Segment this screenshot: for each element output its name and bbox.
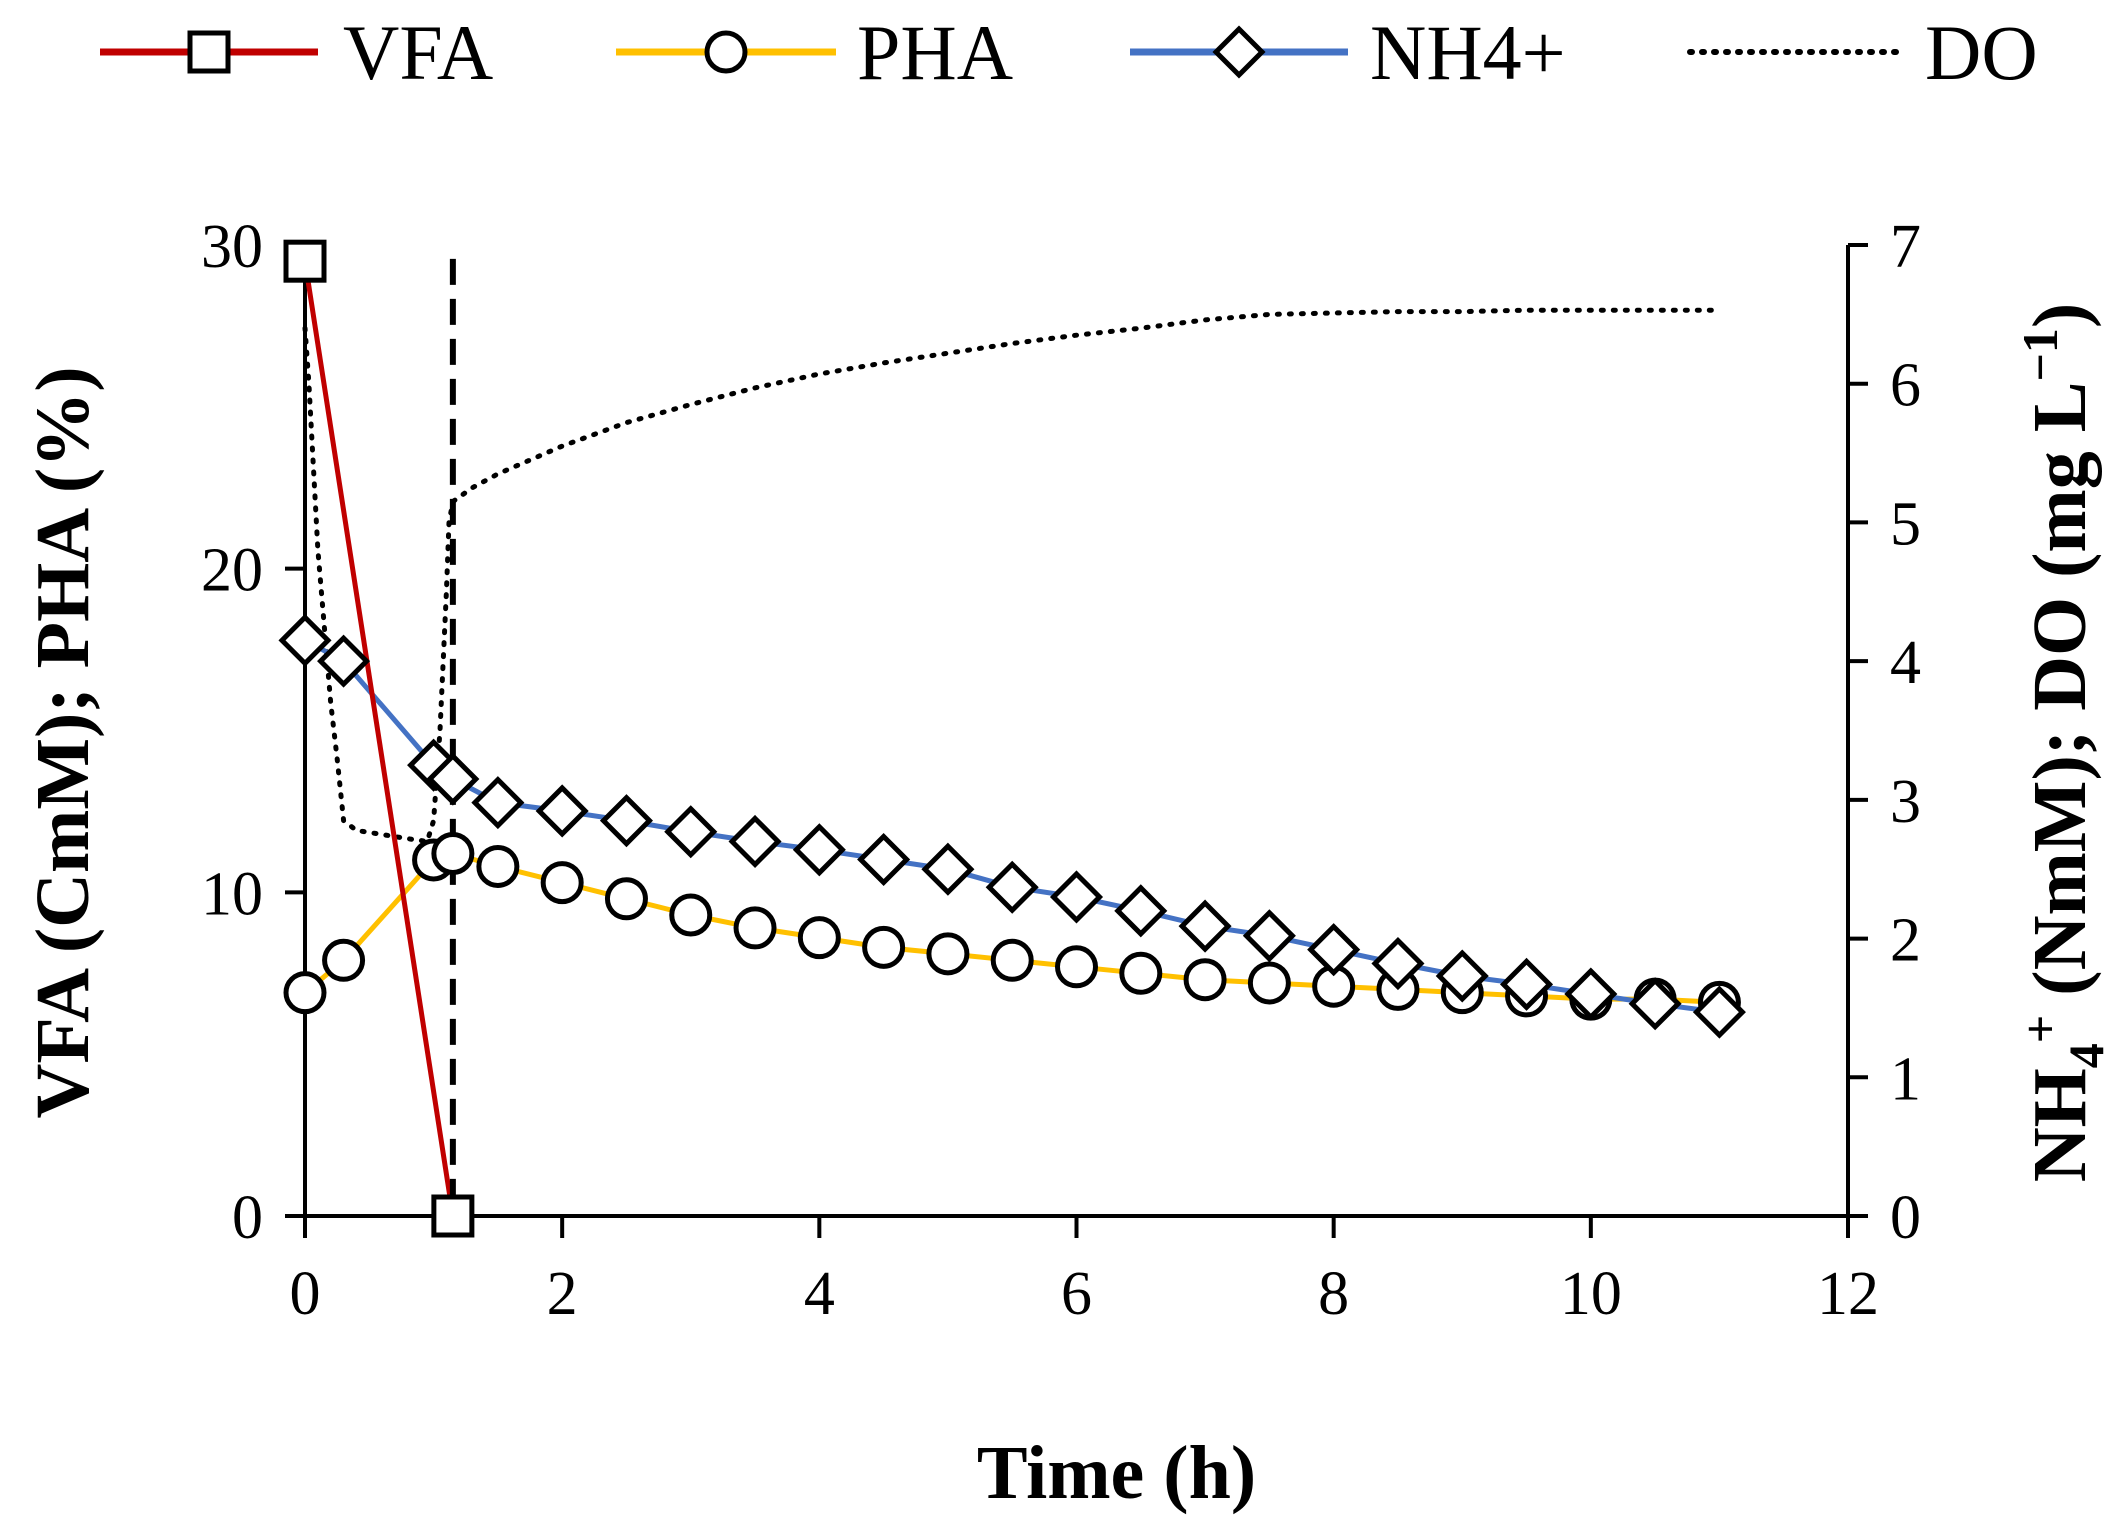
pha-point bbox=[733, 906, 777, 950]
left-y-axis-title: VFA (CmM); PHA (%) bbox=[21, 366, 105, 1118]
legend-label-nh4: NH4+ bbox=[1370, 9, 1566, 96]
right-title-close: ) bbox=[2018, 303, 2102, 328]
nh4-point bbox=[1692, 985, 1746, 1039]
pha-point bbox=[862, 925, 906, 969]
right-y-tick-label: 2 bbox=[1890, 907, 1921, 975]
nh4-point bbox=[1114, 884, 1168, 938]
left-y-tick-label: 30 bbox=[201, 213, 263, 281]
pha-point bbox=[431, 831, 475, 875]
x-tick-label: 2 bbox=[547, 1260, 578, 1328]
pha-point bbox=[476, 844, 520, 888]
vfa-point bbox=[283, 239, 327, 283]
pha-point bbox=[322, 938, 366, 982]
pha-point bbox=[1055, 945, 1098, 989]
pha-point bbox=[1247, 961, 1291, 1005]
points-layer bbox=[278, 239, 1746, 1238]
nh4-point bbox=[857, 832, 911, 887]
legend: VFA PHA NH4+ DO bbox=[100, 9, 2038, 96]
nh4-point bbox=[1049, 870, 1104, 924]
nh4-point bbox=[426, 752, 480, 806]
pha-point bbox=[926, 932, 970, 976]
pha-point bbox=[1119, 951, 1163, 995]
x-tick-label: 10 bbox=[1560, 1260, 1622, 1328]
series-layer bbox=[302, 260, 1722, 1217]
left-y-tick-label: 0 bbox=[232, 1184, 263, 1252]
nh4-point bbox=[664, 805, 718, 859]
legend-label-vfa: VFA bbox=[343, 9, 493, 96]
nh4-point bbox=[1500, 957, 1554, 1011]
axes bbox=[285, 245, 1868, 1218]
nh4-point bbox=[535, 784, 589, 838]
x-tick-label: 0 bbox=[290, 1260, 321, 1328]
nh4-point bbox=[728, 814, 782, 869]
pha-point bbox=[797, 916, 841, 960]
nh4-point bbox=[1242, 909, 1296, 963]
legend-label-do: DO bbox=[1925, 9, 2038, 96]
right-y-tick-label: 1 bbox=[1890, 1045, 1921, 1113]
left-y-tick-label: 10 bbox=[201, 860, 263, 928]
nh4-point bbox=[1371, 937, 1425, 991]
right-y-tick-label: 6 bbox=[1890, 352, 1921, 420]
pha-point bbox=[604, 877, 648, 921]
nh4-point bbox=[1628, 977, 1682, 1031]
nh4-point bbox=[921, 842, 975, 896]
pha-point bbox=[540, 861, 584, 905]
x-tick-label: 4 bbox=[804, 1260, 835, 1328]
left-y-tick-label: 20 bbox=[201, 537, 263, 605]
right-y-tick-label: 5 bbox=[1890, 490, 1921, 558]
legend-marker-vfa bbox=[187, 30, 231, 74]
legend-label-pha: PHA bbox=[857, 9, 1013, 96]
nh4-point bbox=[1307, 923, 1361, 977]
x-axis-title: Time (h) bbox=[977, 1431, 1256, 1515]
right-title-subscript: 4 bbox=[2058, 1043, 2114, 1068]
right-title-nh: NH bbox=[2018, 1068, 2102, 1182]
right-y-axis-title: NH4+ (NmM); DO (mg L−1) bbox=[2012, 303, 2114, 1182]
right-title-unit-superscript: −1 bbox=[2012, 328, 2068, 382]
x-tick-label: 6 bbox=[1061, 1260, 1092, 1328]
right-y-tick-label: 4 bbox=[1890, 629, 1921, 697]
nh4-point bbox=[1178, 899, 1232, 953]
nh4-point bbox=[317, 634, 371, 688]
nh4-point bbox=[1564, 967, 1618, 1021]
right-y-tick-label: 7 bbox=[1890, 213, 1921, 281]
x-tick-label: 12 bbox=[1817, 1260, 1879, 1328]
right-y-tick-label: 0 bbox=[1890, 1184, 1921, 1252]
vfa-point bbox=[431, 1194, 475, 1238]
nh4-point bbox=[471, 776, 525, 830]
legend-marker-nh4 bbox=[1212, 25, 1266, 79]
pha-point bbox=[1183, 958, 1227, 1002]
nh4-point bbox=[1435, 949, 1489, 1003]
series-line-do bbox=[302, 307, 1722, 844]
series-line-vfa bbox=[302, 260, 456, 1217]
x-tick-label: 8 bbox=[1318, 1260, 1349, 1328]
legend-marker-pha bbox=[704, 30, 748, 74]
pha-point bbox=[669, 893, 713, 937]
nh4-point bbox=[792, 823, 846, 877]
right-y-tick-label: 3 bbox=[1890, 768, 1921, 836]
right-title-superscript: + bbox=[2012, 1015, 2068, 1044]
pha-point bbox=[283, 971, 327, 1015]
nh4-point bbox=[278, 613, 332, 667]
pha-point bbox=[990, 938, 1034, 982]
right-title-rest: (NmM); DO (mg L bbox=[2018, 382, 2102, 1015]
nh4-point bbox=[985, 860, 1039, 914]
nh4-point bbox=[599, 794, 653, 848]
